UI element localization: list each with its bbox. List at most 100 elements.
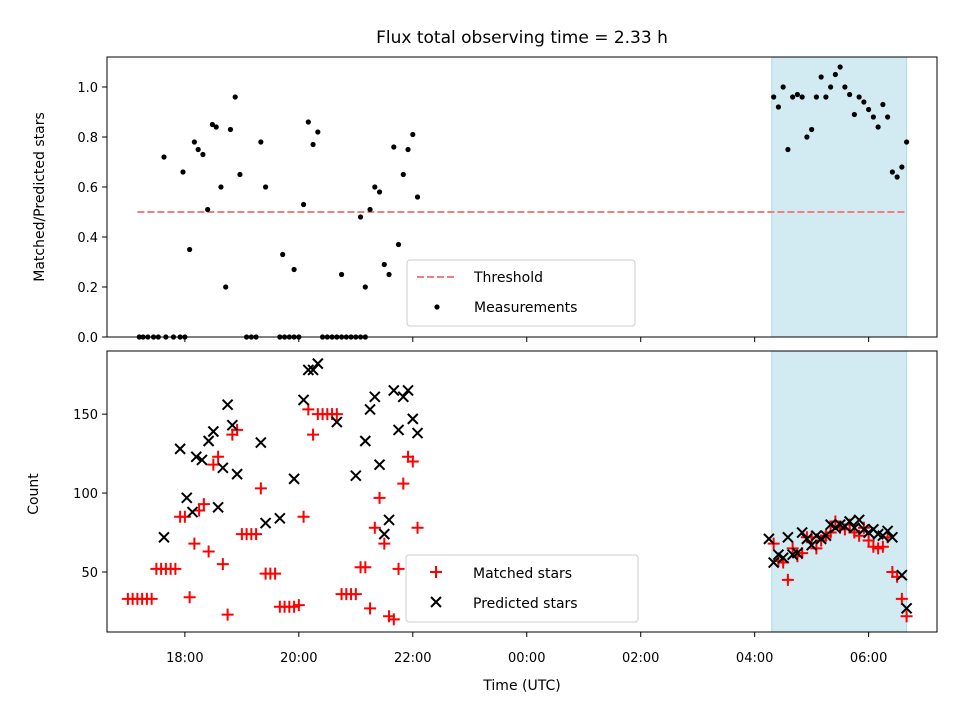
predicted-star-point [212, 501, 224, 513]
legend-measurements-swatch [434, 304, 440, 310]
matched-star-point [359, 561, 372, 574]
predicted-star-point [302, 364, 315, 376]
x-tick-label: 18:00 [166, 651, 203, 666]
matched-star-point [397, 477, 410, 490]
matched-star-point [349, 588, 362, 601]
matched-star-point [829, 515, 842, 528]
matched-star-point [810, 542, 823, 555]
measurement-point [813, 94, 819, 100]
measurement-point [410, 131, 416, 138]
matched-star-point [269, 567, 282, 580]
predicted-star-point [763, 533, 775, 545]
measurement-point [889, 169, 895, 175]
predicted-star-point [221, 398, 234, 411]
measurement-point [300, 201, 307, 208]
x-tick-label: 00:00 [508, 651, 545, 666]
measurement-point [861, 99, 867, 105]
predicted-star-point [407, 413, 419, 425]
measurement-point [357, 214, 364, 220]
y-tick-label: 0.2 [77, 281, 98, 296]
measurement-point [218, 184, 224, 190]
measurement-point [847, 91, 853, 98]
predicted-star-point [181, 492, 193, 504]
predicted-star-point [392, 424, 405, 436]
measurement-point [291, 266, 297, 273]
measurement-point [894, 174, 900, 180]
legend-predicted-label: Predicted stars [473, 596, 578, 612]
predicted-star-point [886, 531, 899, 543]
measurement-point [310, 141, 316, 148]
measurement-point [780, 84, 786, 90]
predicted-star-point [274, 512, 286, 525]
measurement-point [899, 164, 905, 170]
measurement-point [200, 151, 206, 158]
y-tick-label: 1.0 [77, 81, 98, 96]
predicted-star-point [900, 602, 913, 615]
matched-star-point [373, 491, 386, 504]
x-axis-label: Time (UTC) [482, 678, 560, 694]
x-tick-label: 22:00 [394, 651, 431, 666]
legend-box [405, 554, 639, 623]
measurement-point [195, 146, 201, 153]
predicted-star-point [255, 436, 267, 449]
measurement-point [775, 104, 782, 110]
predicted-star-point [820, 529, 832, 542]
measurement-point [904, 139, 910, 145]
y-tick-label: 0.0 [77, 331, 98, 346]
predicted-star-point [805, 539, 818, 551]
predicted-star-point [378, 528, 391, 540]
y-tick-label: 50 [81, 566, 98, 581]
measurement-point [376, 189, 383, 195]
predicted-star-point [383, 514, 395, 526]
measurement-point [804, 134, 810, 140]
measurement-point [842, 84, 848, 90]
matched-star-point [212, 450, 225, 463]
predicted-star-point [207, 425, 220, 438]
measurement-point [395, 241, 402, 248]
measurement-point [875, 124, 881, 130]
predicted-star-point [158, 531, 170, 543]
measurement-point [223, 284, 229, 290]
predicted-star-point [896, 569, 908, 581]
y-tick-label: 0.8 [77, 131, 98, 146]
matched-star-point [183, 591, 196, 604]
matched-star-point [188, 537, 201, 550]
matched-star-point [221, 608, 234, 621]
predicted-star-point [196, 454, 208, 466]
measurement-point [381, 261, 387, 268]
matched-star-point [392, 562, 405, 575]
legend-matched-swatch [430, 566, 442, 578]
measurement-point [205, 206, 211, 213]
measurement-point [856, 94, 862, 100]
panel-frame [106, 350, 938, 633]
matched-star-point [900, 610, 913, 623]
measurement-point [866, 106, 872, 113]
matched-star-point [330, 408, 343, 421]
measurement-point [794, 91, 801, 98]
panel-frame [106, 56, 938, 338]
measurement-point [828, 84, 834, 90]
matched-star-point [302, 403, 315, 416]
predicted-star-point [881, 525, 894, 537]
legend-matched-label: Matched stars [473, 566, 572, 582]
predicted-star-point [777, 552, 789, 564]
y-tick-label: 150 [73, 408, 98, 423]
predicted-star-point [202, 435, 215, 447]
predicted-star-point [402, 384, 414, 397]
predicted-star-point [843, 515, 856, 528]
measurement-point [880, 101, 886, 108]
legend-threshold-label: Threshold [473, 270, 543, 286]
measurement-point [870, 114, 876, 120]
matched-star-point [364, 602, 377, 615]
measurement-point [799, 94, 805, 100]
x-tick-label: 04:00 [736, 651, 773, 666]
predicted-star-point [312, 357, 324, 370]
predicted-star-point [297, 394, 310, 406]
predicted-star-point [174, 443, 186, 455]
measurement-point [227, 126, 234, 133]
matched-star-point [862, 534, 875, 547]
legend-predicted-swatch [430, 596, 442, 608]
y-axis-label-count: Count [26, 473, 42, 515]
predicted-star-point [331, 416, 343, 428]
measurement-point [771, 94, 777, 100]
